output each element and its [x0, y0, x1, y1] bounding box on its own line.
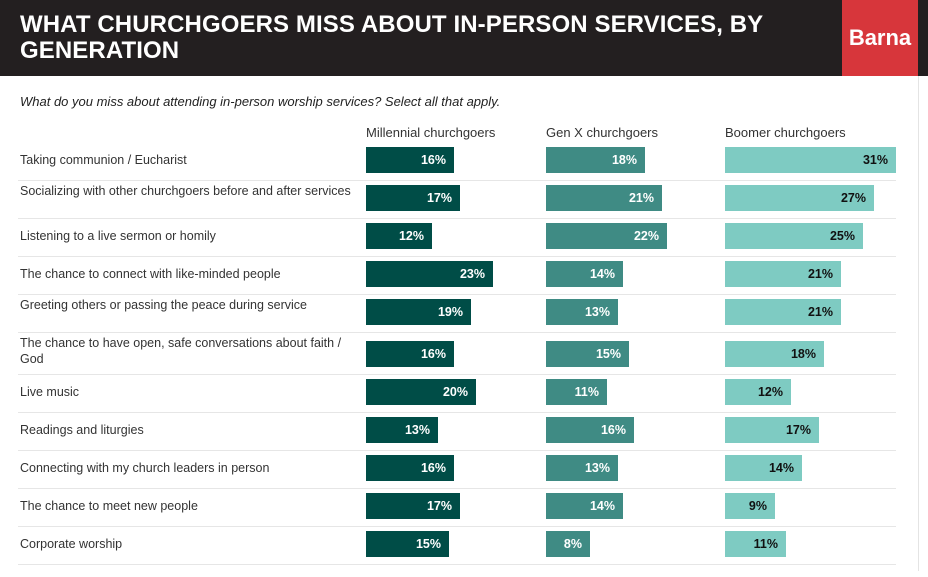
bar-millennial: 19% [366, 299, 471, 325]
table-row: The chance to have open, safe conversati… [18, 333, 896, 375]
column-header-boomer: Boomer churchgoers [725, 125, 846, 140]
bar-boomer: 11% [725, 531, 786, 557]
column-header-millennial: Millennial churchgoers [366, 125, 496, 140]
bar-millennial: 17% [366, 493, 460, 519]
category-label: Live music [20, 385, 80, 399]
bar-millennial: 20% [366, 379, 476, 405]
table-row: Socializing with other churchgoers befor… [18, 181, 896, 219]
chart-title: WHAT CHURCHGOERS MISS ABOUT IN-PERSON SE… [20, 11, 763, 64]
bar-millennial: 17% [366, 185, 460, 211]
category-label: Corporate worship [20, 537, 123, 551]
bar-boomer: 18% [725, 341, 824, 367]
bar-boomer: 21% [725, 261, 841, 287]
table-row: Listening to a live sermon or homily 12% 2… [18, 219, 896, 257]
bar-millennial: 12% [366, 223, 432, 249]
category-label: The chance to connect with like-minded p… [20, 267, 281, 281]
bar-genx: 13% [546, 455, 618, 481]
category-label: Connecting with my church leaders in per… [20, 461, 270, 475]
bar-genx: 13% [546, 299, 618, 325]
bar-boomer: 12% [725, 379, 791, 405]
bar-genx: 18% [546, 147, 645, 173]
category-label: Taking communion / Eucharist [20, 153, 187, 167]
bar-genx: 11% [546, 379, 607, 405]
table-row: Readings and liturgies 13% 16% 17% [18, 413, 896, 451]
barna-logo[interactable]: Barna [842, 0, 918, 76]
bar-boomer: 31% [725, 147, 896, 173]
table-row: Corporate worship 15% 8% 11% [18, 527, 896, 565]
category-label: The chance to meet new people [20, 499, 198, 513]
bar-millennial: 16% [366, 341, 454, 367]
bar-genx: 15% [546, 341, 629, 367]
table-row: Taking communion / Eucharist 16% 18% 31% [18, 143, 896, 181]
bar-genx: 14% [546, 261, 623, 287]
table-row: Greeting others or passing the peace dur… [18, 295, 896, 333]
bar-boomer: 21% [725, 299, 841, 325]
bar-genx: 21% [546, 185, 662, 211]
bar-genx: 22% [546, 223, 667, 249]
bar-boomer: 9% [725, 493, 775, 519]
survey-question: What do you miss about attending in-pers… [20, 94, 501, 109]
bar-millennial: 13% [366, 417, 438, 443]
table-row: Connecting with my church leaders in per… [18, 451, 896, 489]
bar-genx: 16% [546, 417, 634, 443]
header: WHAT CHURCHGOERS MISS ABOUT IN-PERSON SE… [0, 0, 928, 76]
bar-millennial: 15% [366, 531, 449, 557]
right-divider [918, 76, 919, 571]
bar-genx: 8% [546, 531, 590, 557]
category-label: The chance to have open, safe conversati… [20, 336, 342, 366]
table-row: The chance to meet new people 17% 14% 9% [18, 489, 896, 527]
column-header-genx: Gen X churchgoers [546, 125, 659, 140]
bar-boomer: 14% [725, 455, 802, 481]
category-label: Readings and liturgies [20, 423, 144, 437]
category-label: Socializing with other churchgoers befor… [20, 184, 351, 198]
bar-boomer: 27% [725, 185, 874, 211]
bar-millennial: 23% [366, 261, 493, 287]
category-label: Listening to a live sermon or homily [20, 229, 216, 243]
bar-millennial: 16% [366, 455, 454, 481]
bar-boomer: 25% [725, 223, 863, 249]
bar-millennial: 16% [366, 147, 454, 173]
table-row: The chance to connect with like-minded p… [18, 257, 896, 295]
table-row: Live music 20% 11% 12% [18, 375, 896, 413]
bar-genx: 14% [546, 493, 623, 519]
bar-boomer: 17% [725, 417, 819, 443]
category-label: Greeting others or passing the peace dur… [20, 298, 307, 312]
